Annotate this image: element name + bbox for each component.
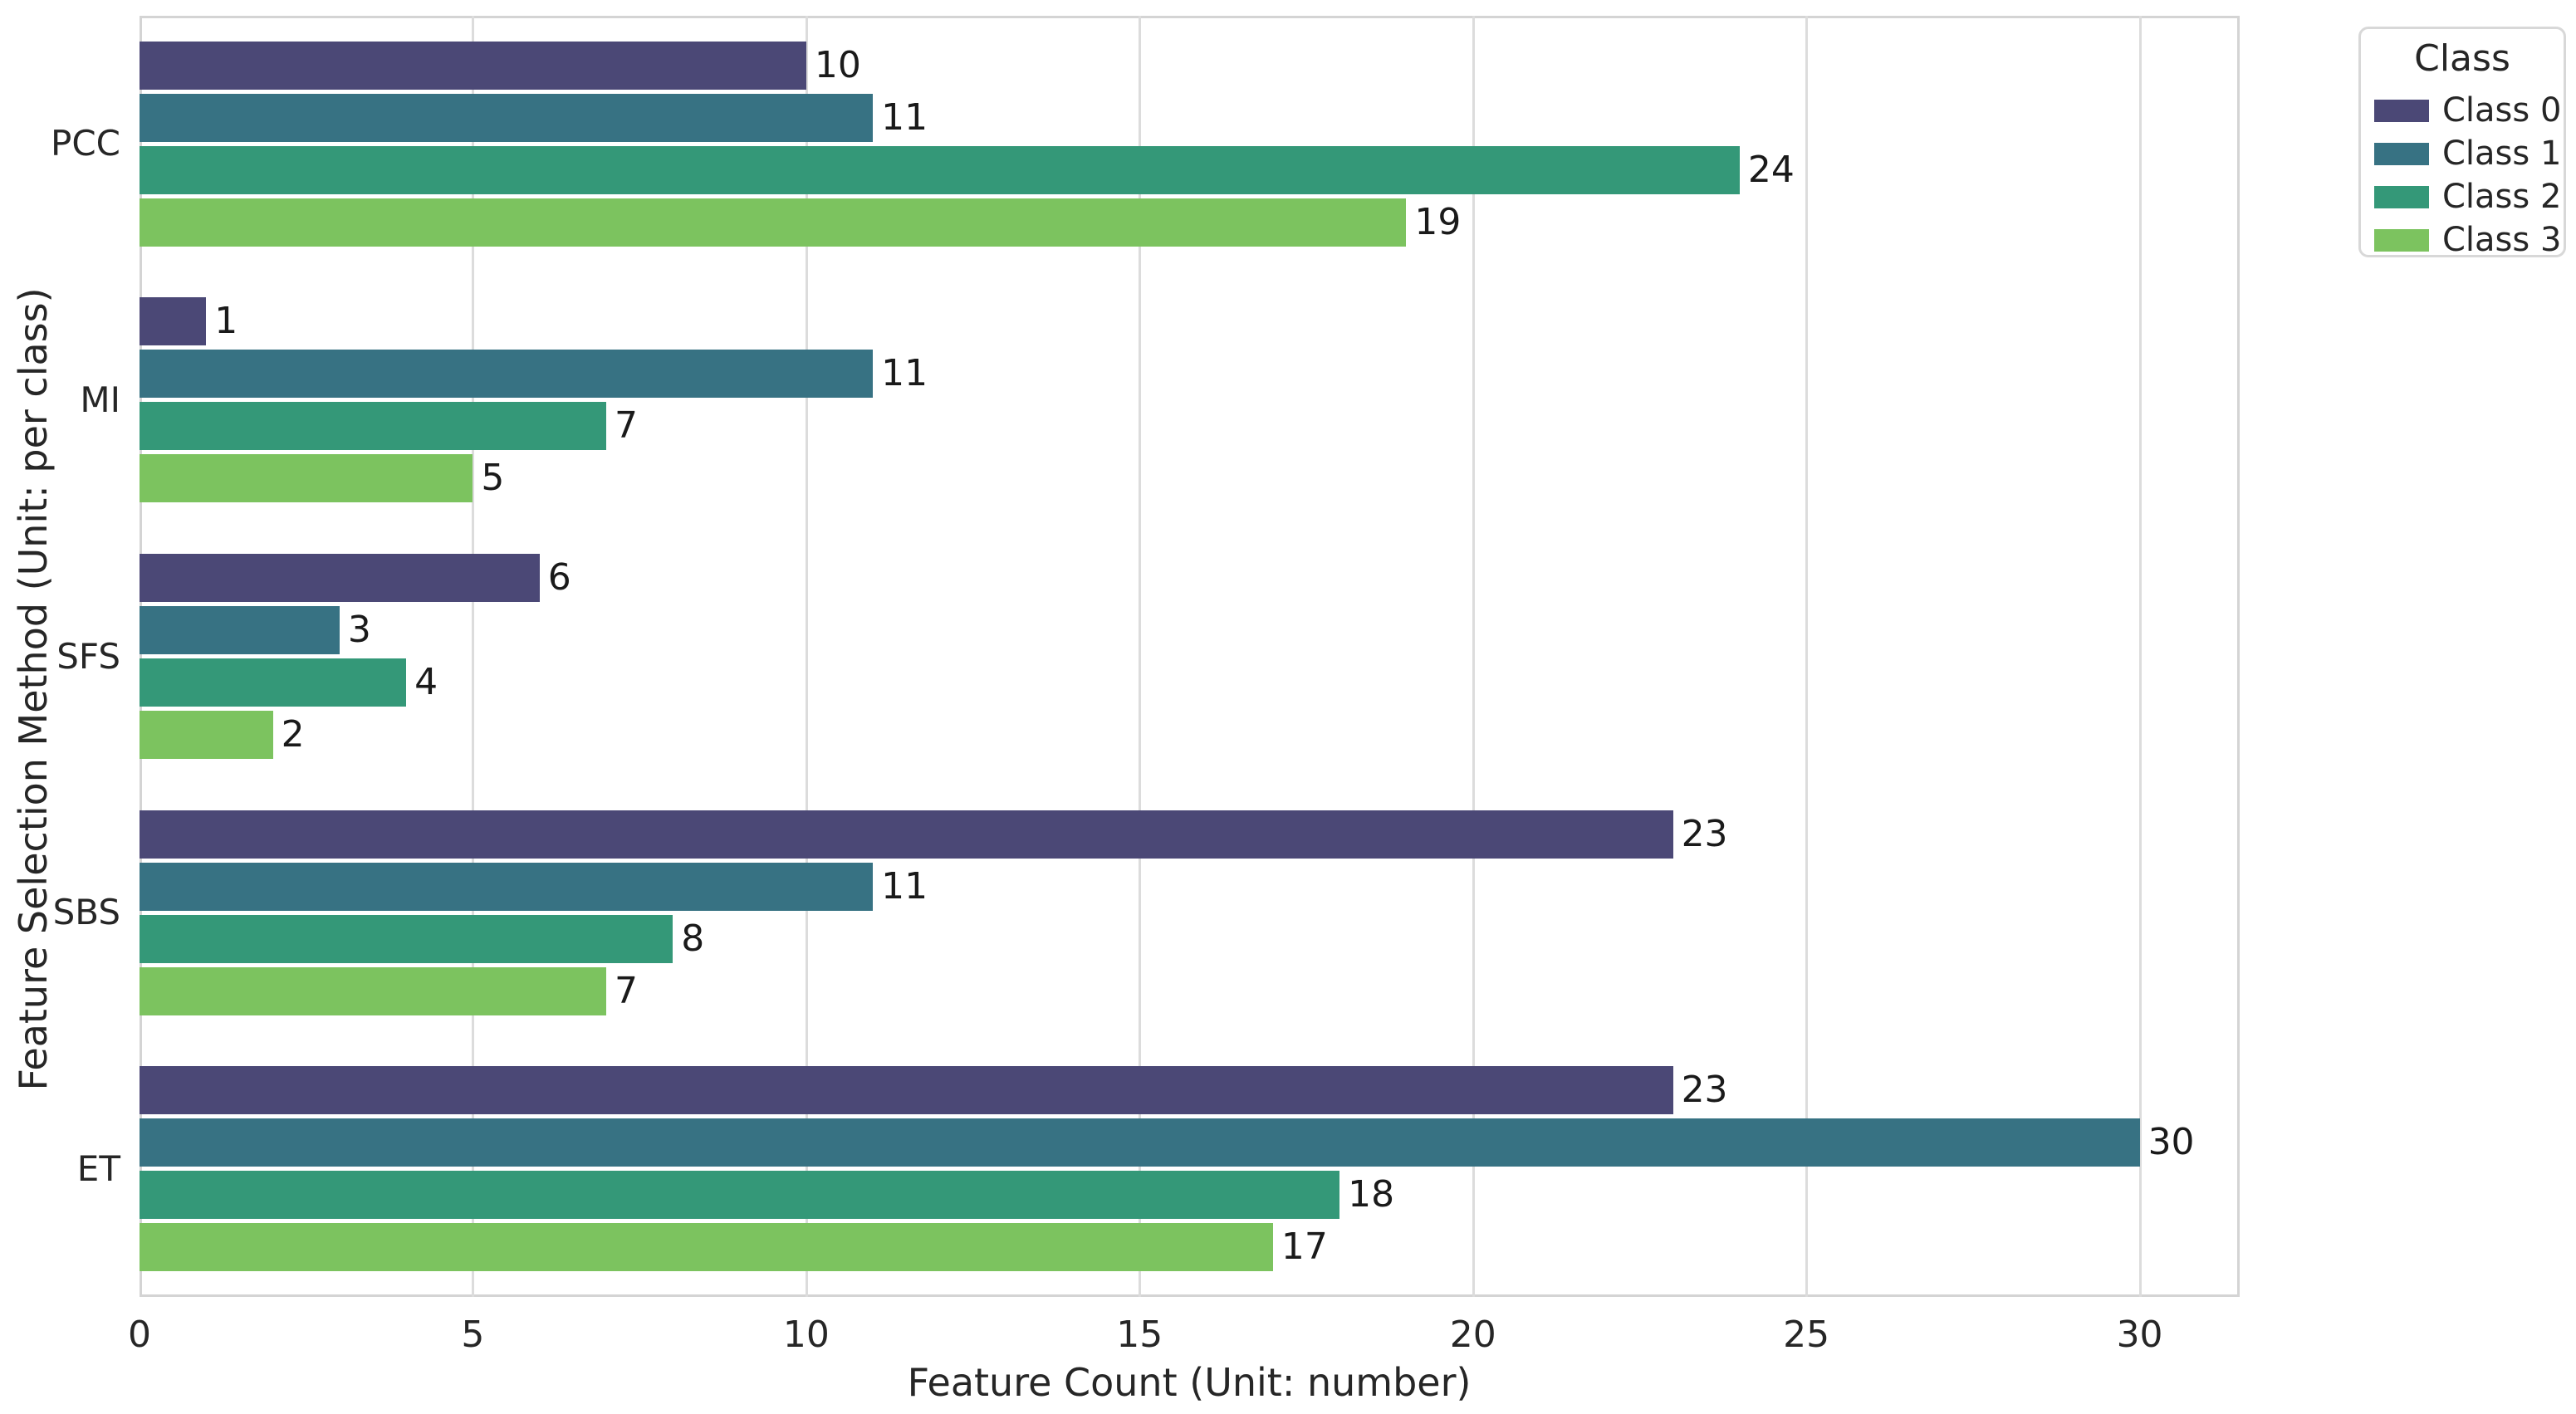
bar-PCC-class-1 bbox=[140, 93, 874, 142]
gridline-x-20 bbox=[1472, 16, 1475, 1297]
gridline-x-5 bbox=[472, 16, 475, 1297]
bar-SFS-class-3 bbox=[140, 710, 273, 759]
bar-value-label: 6 bbox=[547, 556, 571, 599]
bar-SFS-class-1 bbox=[140, 606, 340, 655]
x-axis-label: Feature Count (Unit: number) bbox=[907, 1360, 1472, 1405]
gridline-x-25 bbox=[1805, 16, 1809, 1297]
x-tick-label-20: 20 bbox=[1449, 1314, 1496, 1356]
bar-value-label: 11 bbox=[881, 95, 928, 139]
bar-value-label: 19 bbox=[1414, 200, 1462, 243]
x-tick-label-30: 30 bbox=[2116, 1314, 2163, 1356]
bar-value-label: 8 bbox=[681, 917, 705, 960]
legend-item-label: Class 2 bbox=[2442, 178, 2562, 216]
legend-item-class-0: Class 0 bbox=[2374, 94, 2561, 127]
legend-swatch bbox=[2374, 228, 2429, 252]
bar-ET-class-3 bbox=[140, 1223, 1273, 1272]
bar-value-label: 17 bbox=[1281, 1226, 1328, 1269]
legend-item-class-2: Class 2 bbox=[2374, 180, 2561, 213]
gridline-x-15 bbox=[1139, 16, 1142, 1297]
bar-ET-class-2 bbox=[140, 1171, 1340, 1220]
legend-title: Class bbox=[2414, 37, 2510, 80]
y-tick-label-MI: MI bbox=[80, 379, 120, 420]
bar-value-label: 11 bbox=[881, 864, 928, 908]
bar-SBS-class-3 bbox=[140, 966, 606, 1015]
legend-item-label: Class 3 bbox=[2442, 221, 2562, 259]
bar-SBS-class-1 bbox=[140, 862, 874, 911]
y-axis-label: Feature Selection Method (Unit: per clas… bbox=[11, 287, 56, 1091]
bar-value-label: 23 bbox=[1681, 1069, 1728, 1112]
legend-item-label: Class 1 bbox=[2442, 135, 2562, 173]
bar-ET-class-0 bbox=[140, 1066, 1673, 1115]
bar-SFS-class-2 bbox=[140, 658, 407, 707]
bar-MI-class-3 bbox=[140, 454, 473, 503]
y-tick-label-SFS: SFS bbox=[56, 635, 120, 677]
legend-item-class-1: Class 1 bbox=[2374, 137, 2561, 170]
y-tick-label-ET: ET bbox=[76, 1147, 120, 1189]
y-tick-label-PCC: PCC bbox=[51, 123, 120, 164]
bar-MI-class-0 bbox=[140, 297, 207, 346]
bar-value-label: 5 bbox=[481, 457, 505, 500]
gridline-x-30 bbox=[2138, 16, 2142, 1297]
legend-item-label: Class 0 bbox=[2442, 91, 2562, 130]
bar-value-label: 7 bbox=[615, 969, 638, 1012]
gridline-x-10 bbox=[805, 16, 808, 1297]
bar-value-label: 3 bbox=[347, 609, 371, 652]
bar-value-label: 24 bbox=[1747, 148, 1795, 191]
legend-swatch bbox=[2374, 99, 2429, 122]
bar-SFS-class-0 bbox=[140, 554, 540, 603]
bar-ET-class-1 bbox=[140, 1118, 2140, 1167]
bar-value-label: 7 bbox=[615, 404, 638, 448]
legend-swatch bbox=[2374, 142, 2429, 165]
bar-SBS-class-0 bbox=[140, 810, 1673, 859]
bar-value-label: 23 bbox=[1681, 812, 1728, 855]
bar-PCC-class-3 bbox=[140, 198, 1407, 247]
bar-value-label: 1 bbox=[214, 300, 238, 343]
bar-MI-class-2 bbox=[140, 402, 606, 451]
bar-PCC-class-0 bbox=[140, 41, 806, 90]
legend-swatch bbox=[2374, 185, 2429, 208]
bar-PCC-class-2 bbox=[140, 145, 1740, 194]
x-tick-label-10: 10 bbox=[782, 1314, 830, 1356]
legend: Class Class 0 Class 1 Class 2 Class 3 bbox=[2358, 27, 2566, 257]
bar-MI-class-1 bbox=[140, 350, 874, 399]
bar-value-label: 4 bbox=[414, 660, 438, 703]
legend-item-class-3: Class 3 bbox=[2374, 223, 2561, 257]
y-tick-label-SBS: SBS bbox=[52, 892, 120, 933]
bar-value-label: 11 bbox=[881, 352, 928, 395]
bar-value-label: 30 bbox=[2147, 1121, 2195, 1164]
x-tick-label-0: 0 bbox=[128, 1314, 151, 1356]
bar-value-label: 10 bbox=[814, 43, 861, 86]
bar-value-label: 18 bbox=[1348, 1173, 1395, 1216]
x-tick-label-15: 15 bbox=[1116, 1314, 1163, 1356]
x-tick-label-25: 25 bbox=[1783, 1314, 1830, 1356]
bar-value-label: 2 bbox=[281, 712, 305, 756]
bar-SBS-class-2 bbox=[140, 914, 673, 963]
x-tick-label-5: 5 bbox=[461, 1314, 485, 1356]
